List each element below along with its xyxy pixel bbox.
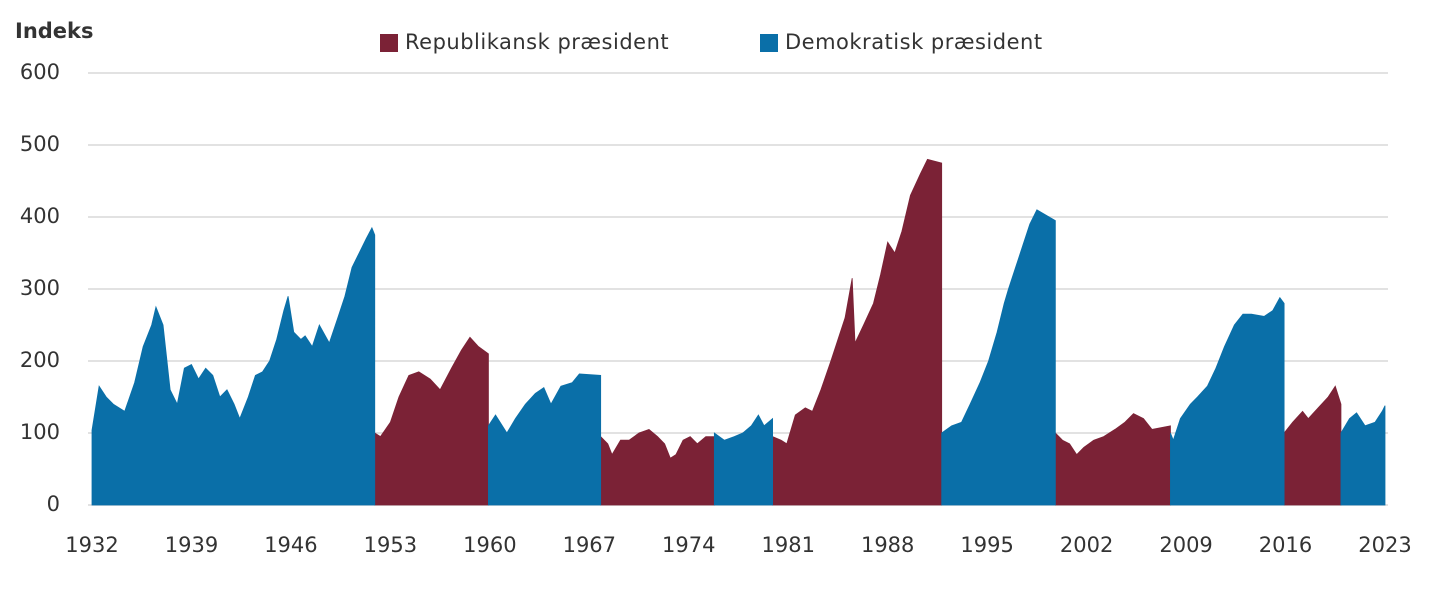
x-tick-label: 1988 bbox=[861, 533, 914, 557]
x-tick-label: 1939 bbox=[165, 533, 218, 557]
x-tick-label: 2016 bbox=[1259, 533, 1312, 557]
y-tick-label: 300 bbox=[20, 276, 60, 300]
y-tick-label: 100 bbox=[20, 420, 60, 444]
x-tick-label: 2002 bbox=[1060, 533, 1113, 557]
area bbox=[91, 209, 1386, 506]
legend-swatch bbox=[760, 34, 778, 52]
x-tick-label: 1995 bbox=[960, 533, 1013, 557]
x-tick-label: 1960 bbox=[463, 533, 516, 557]
y-tick-label: 600 bbox=[20, 60, 60, 84]
x-tick-label: 1946 bbox=[264, 533, 317, 557]
x-tick-label: 1932 bbox=[65, 533, 118, 557]
legend-swatch bbox=[380, 34, 398, 52]
y-tick-label: 200 bbox=[20, 348, 60, 372]
legend-label: Republikansk præsident bbox=[405, 30, 669, 54]
x-tick-label: 1974 bbox=[662, 533, 715, 557]
area bbox=[374, 158, 1342, 506]
x-tick-label: 1953 bbox=[364, 533, 417, 557]
legend-label: Demokratisk præsident bbox=[785, 30, 1043, 54]
y-tick-label: 0 bbox=[47, 492, 60, 516]
x-tick-label: 1981 bbox=[762, 533, 815, 557]
y-tick-label: 500 bbox=[20, 132, 60, 156]
y-tick-label: 400 bbox=[20, 204, 60, 228]
x-tick-label: 1967 bbox=[563, 533, 616, 557]
x-tick-label: 2009 bbox=[1159, 533, 1212, 557]
y-axis-label: Indeks bbox=[15, 19, 94, 43]
x-tick-label: 2023 bbox=[1358, 533, 1411, 557]
